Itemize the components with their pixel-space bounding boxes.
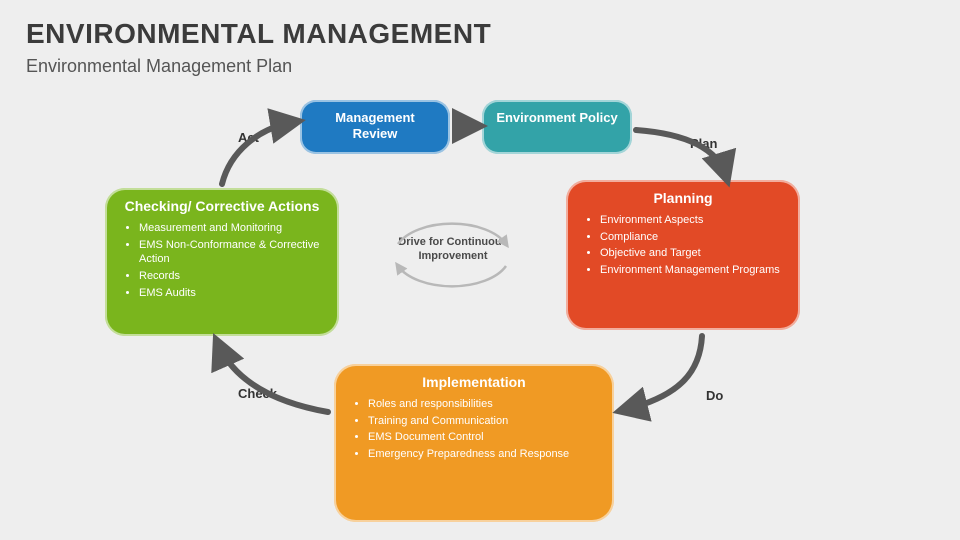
node-implementation: Implementation Roles and responsibilitie… [334,364,614,522]
node-title: Management Review [314,110,436,141]
node-environment-policy: Environment Policy [482,100,632,154]
phase-label-check: Check [238,386,277,401]
arrow-planning-to-impl [624,336,702,410]
bullet: Environment Management Programs [600,263,786,278]
bullet: EMS Audits [139,286,325,301]
node-title: Environment Policy [496,110,618,126]
bullet: Environment Aspects [600,213,786,228]
bullet: Compliance [600,230,786,245]
bullet: EMS Document Control [368,430,600,445]
bullet: Objective and Target [600,246,786,261]
bullet: Measurement and Monitoring [139,221,325,236]
bullet: Emergency Preparedness and Response [368,447,600,462]
phase-label-act: Act [238,130,259,145]
node-management-review: Management Review [300,100,450,154]
node-checking-corrective: Checking/ Corrective Actions Measurement… [105,188,339,336]
node-title: Checking/ Corrective Actions [119,198,325,215]
bullet: EMS Non-Conformance & Corrective Action [139,238,325,268]
node-bullets: Measurement and Monitoring EMS Non-Confo… [119,221,325,301]
node-title: Implementation [348,374,600,391]
phase-label-plan: Plan [690,136,717,151]
node-title: Planning [580,190,786,207]
bullet: Records [139,269,325,284]
node-bullets: Environment Aspects Compliance Objective… [580,213,786,278]
bullet: Roles and responsibilities [368,397,600,412]
bullet: Training and Communication [368,414,600,429]
center-label: Drive for Continuous Improvement [398,236,508,264]
diagram-stage: ENVIRONMENTAL MANAGEMENT Environmental M… [0,0,960,540]
page-subtitle: Environmental Management Plan [26,56,292,77]
page-title: ENVIRONMENTAL MANAGEMENT [26,18,491,50]
node-bullets: Roles and responsibilities Training and … [348,397,600,462]
arrow-impl-to-checking [218,344,328,412]
phase-label-do: Do [706,388,723,403]
node-planning: Planning Environment Aspects Compliance … [566,180,800,330]
